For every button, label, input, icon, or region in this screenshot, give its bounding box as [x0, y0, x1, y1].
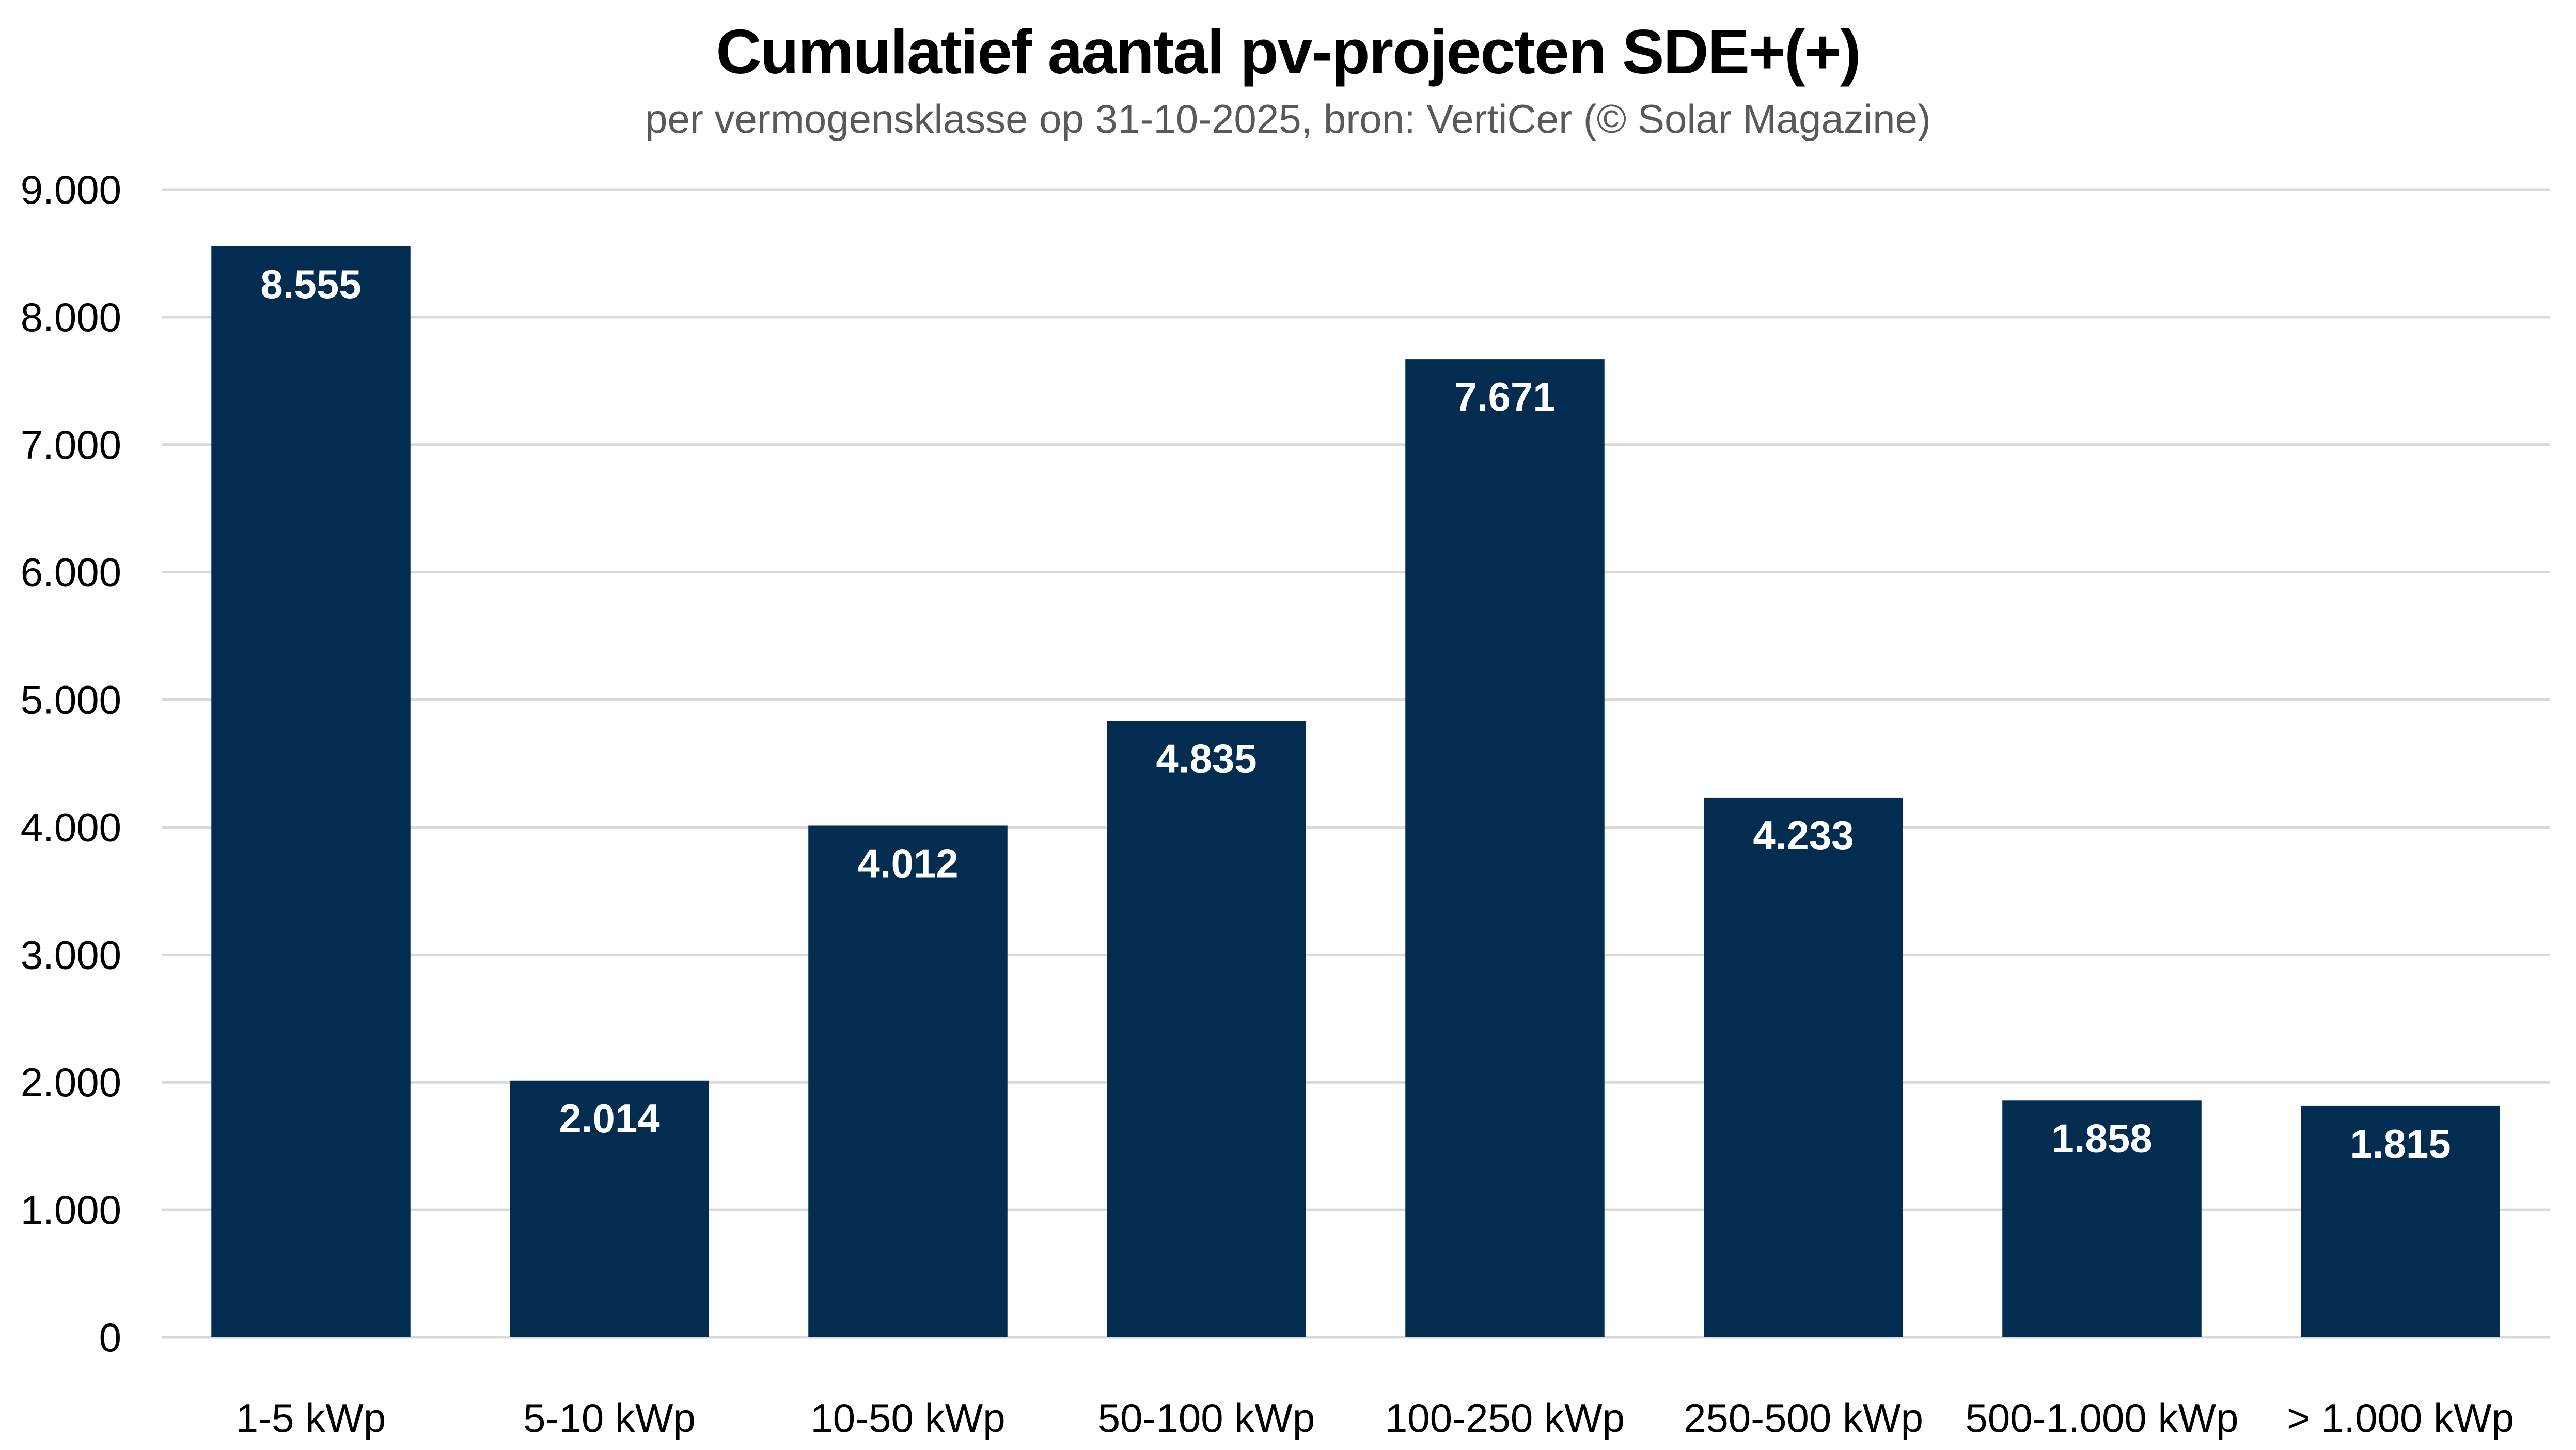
bar	[808, 825, 1008, 1337]
y-tick-label: 2.000	[21, 1059, 121, 1105]
bar	[1405, 359, 1605, 1337]
bars	[211, 246, 2500, 1338]
chart-subtitle: per vermogensklasse op 31-10-2025, bron:…	[645, 96, 1931, 142]
gridlines	[162, 188, 2550, 1339]
data-label: 4.233	[1753, 813, 1854, 858]
y-tick-label: 7.000	[21, 422, 121, 467]
x-tick-label: 500-1.000 kWp	[1966, 1395, 2239, 1441]
data-label: 2.014	[559, 1096, 659, 1141]
data-label: 7.671	[1454, 374, 1555, 419]
x-tick-label: 250-500 kWp	[1684, 1395, 1923, 1441]
x-tick-label: 50-100 kWp	[1098, 1395, 1315, 1441]
x-axis: 1-5 kWp 5-10 kWp 10-50 kWp 50-100 kWp 100-25…	[236, 1395, 2514, 1441]
y-tick-label: 5.000	[21, 677, 121, 723]
bar	[2002, 1100, 2202, 1337]
x-tick-label: 10-50 kWp	[810, 1395, 1005, 1441]
y-tick-label: 8.000	[21, 294, 121, 340]
bar	[1107, 721, 1306, 1337]
data-label: 4.012	[857, 840, 958, 886]
y-tick-label: 3.000	[21, 932, 121, 977]
bar	[211, 246, 411, 1338]
data-label: 8.555	[260, 261, 361, 307]
x-tick-label: > 1.000 kWp	[2287, 1395, 2514, 1441]
x-tick-label: 100-250 kWp	[1385, 1395, 1625, 1441]
x-tick-label: 5-10 kWp	[523, 1395, 696, 1441]
x-tick-label: 1-5 kWp	[236, 1395, 386, 1441]
y-axis: 0 1.000 2.000 3.000 4.000 5.000 6.000 7.000 8.00…	[21, 167, 121, 1360]
y-tick-label: 9.000	[21, 167, 121, 212]
bar	[510, 1080, 709, 1337]
y-tick-label: 4.000	[21, 804, 121, 850]
data-label: 1.858	[2051, 1115, 2152, 1161]
y-tick-label: 0	[99, 1315, 121, 1360]
data-label: 1.815	[2350, 1121, 2451, 1166]
bar	[2301, 1105, 2500, 1337]
data-labels: 8.555 2.014 4.012 4.835 7.671 4.233 1.858 1.815	[260, 261, 2451, 1166]
bar	[1704, 797, 1903, 1337]
chart-title: Cumulatief aantal pv-projecten SDE+(+)	[716, 17, 1861, 87]
y-tick-label: 6.000	[21, 550, 121, 595]
y-tick-label: 1.000	[21, 1187, 121, 1233]
data-label: 4.835	[1156, 736, 1256, 781]
